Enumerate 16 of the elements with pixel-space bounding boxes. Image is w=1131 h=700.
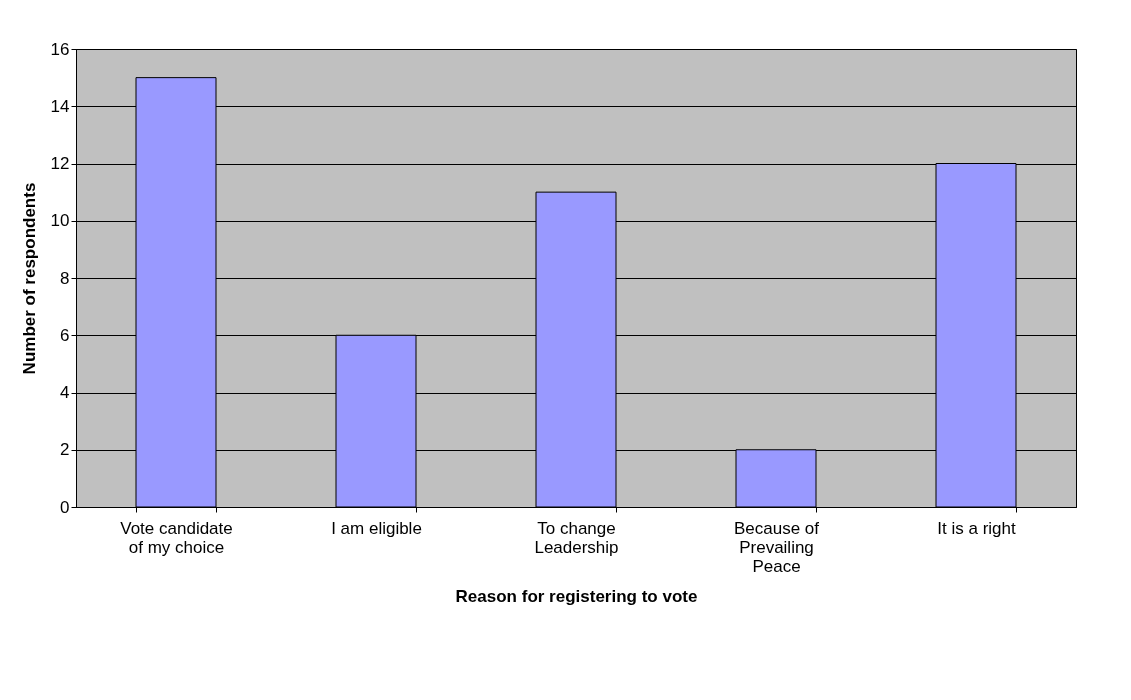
y-tick-label: 4 <box>60 383 70 402</box>
y-tick-label: 2 <box>60 440 70 460</box>
y-tick-label: 16 <box>50 39 70 59</box>
y-axis-title: Number of respondents <box>19 182 39 375</box>
x-tick-label: To change Leadership <box>534 518 619 557</box>
y-tick-label: 6 <box>60 325 70 345</box>
x-tick-label: Vote candidate of my choice <box>120 518 233 557</box>
y-tick-label: 0 <box>60 497 70 517</box>
x-axis-title: Reason for registering to vote <box>455 586 698 606</box>
y-tick-label: 12 <box>50 154 70 173</box>
x-tick-label: It is a right <box>937 518 1016 538</box>
x-tick-label: Because of Prevailing Peace <box>733 518 820 576</box>
y-tick-label: 10 <box>50 211 70 231</box>
y-tick-label: 14 <box>50 96 70 116</box>
x-tick-label: I am eligible <box>331 518 422 538</box>
y-tick-label: 8 <box>60 268 70 288</box>
